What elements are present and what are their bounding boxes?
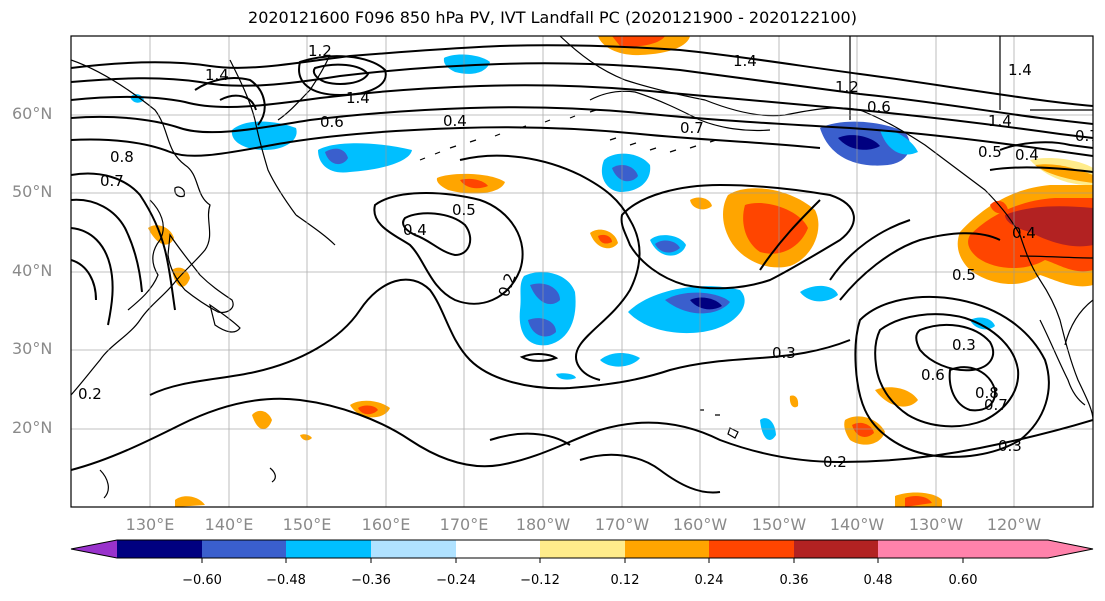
colorbar-swatch (963, 540, 1048, 558)
lon-label: 170°W (594, 515, 650, 534)
contour-label: 0.7 (1075, 127, 1099, 145)
colorbar-swatch (202, 540, 286, 558)
contour-label: 0.2 (78, 385, 102, 403)
colorbar-tick-label: −0.48 (266, 573, 306, 588)
lon-label: 140°E (204, 515, 254, 534)
contour-label: 0.8 (975, 384, 999, 402)
colorbar-tick-label: −0.12 (520, 573, 560, 588)
lat-label: 60°N (12, 104, 53, 123)
contour-label: 0.7 (100, 172, 124, 190)
colorbar-swatch (878, 540, 963, 558)
contour-label: 0.4 (403, 221, 427, 239)
contour-label: 0.4 (443, 112, 467, 130)
colorbar-swatch (625, 540, 709, 558)
gridlines (71, 36, 1093, 507)
contour-label: 1.4 (205, 66, 229, 84)
contour-label: 0.5 (952, 266, 976, 284)
contour-label: 0.7 (984, 396, 1008, 414)
map-title: 2020121600 F096 850 hPa PV, IVT Landfall… (248, 8, 857, 27)
contour-label: 1.2 (308, 42, 332, 60)
coastlines (71, 36, 1093, 499)
pv-contours (71, 44, 1093, 494)
colorbar-max-extend (1048, 540, 1093, 558)
lat-label: 50°N (12, 182, 53, 201)
lat-label: 30°N (12, 339, 53, 358)
lon-label: 130°E (125, 515, 175, 534)
contour-label: 0.5 (452, 201, 476, 219)
lon-label: 160°W (672, 515, 728, 534)
contour-label: 0.5 (978, 143, 1002, 161)
contour-label: 1.4 (733, 52, 757, 70)
contour-label: 1.4 (346, 89, 370, 107)
contour-label: 0.6 (320, 113, 344, 131)
contour-label: 0.3 (998, 437, 1022, 455)
lon-label: 140°W (829, 515, 885, 534)
contour-label: 0.7 (680, 119, 704, 137)
colorbar-tick-label: 0.60 (948, 573, 978, 588)
contour-label: 0.8 (110, 148, 134, 166)
colorbar-swatch (117, 540, 202, 558)
colorbar-swatch (794, 540, 878, 558)
lat-label: 40°N (12, 261, 53, 280)
colorbar-swatch (456, 540, 540, 558)
contour-labels: 1.2 1.4 1.4 0.6 0.4 0.8 0.7 0.7 1.4 1.2 … (78, 42, 1099, 471)
contour-label: 0.3 (952, 336, 976, 354)
colorbar-tick-label: −0.36 (351, 573, 391, 588)
lat-label: 20°N (12, 418, 53, 437)
colorbar (70, 539, 1094, 563)
lon-label: 130°W (908, 515, 964, 534)
contour-label: 0.4 (1012, 224, 1036, 242)
colorbar-tick-label: 0.12 (610, 573, 640, 588)
colorbar-swatch (286, 540, 371, 558)
colorbar-swatch (371, 540, 456, 558)
colorbar-swatch (709, 540, 794, 558)
contour-label: 0.4 (1015, 146, 1039, 164)
lon-label: 120°W (986, 515, 1042, 534)
lon-label: 170°E (439, 515, 489, 534)
contour-label: 1.4 (1008, 61, 1032, 79)
map-area: 1.2 1.4 1.4 0.6 0.4 0.8 0.7 0.7 1.4 1.2 … (71, 36, 1099, 507)
contour-label: 0.2 (823, 453, 847, 471)
colorbar-tick-label: −0.60 (182, 573, 222, 588)
colorbar-tick-label: 0.36 (779, 573, 809, 588)
lon-label: 150°E (282, 515, 332, 534)
lon-label: 150°W (751, 515, 807, 534)
contour-label: 0.6 (867, 98, 891, 116)
contour-label: 0.3 (772, 344, 796, 362)
colorbar-swatch (540, 540, 625, 558)
lon-label: 180°W (515, 515, 571, 534)
colorbar-tick-label: 0.48 (863, 573, 893, 588)
contour-label: 0.6 (921, 366, 945, 384)
contour-label: 1.4 (988, 112, 1012, 130)
colorbar-tick-label: 0.24 (694, 573, 724, 588)
colorbar-min-extend (71, 540, 117, 558)
contour-label: 1.2 (835, 78, 859, 96)
lon-label: 160°E (361, 515, 411, 534)
colorbar-tick-label: −0.24 (436, 573, 476, 588)
map-frame (70, 35, 1094, 508)
